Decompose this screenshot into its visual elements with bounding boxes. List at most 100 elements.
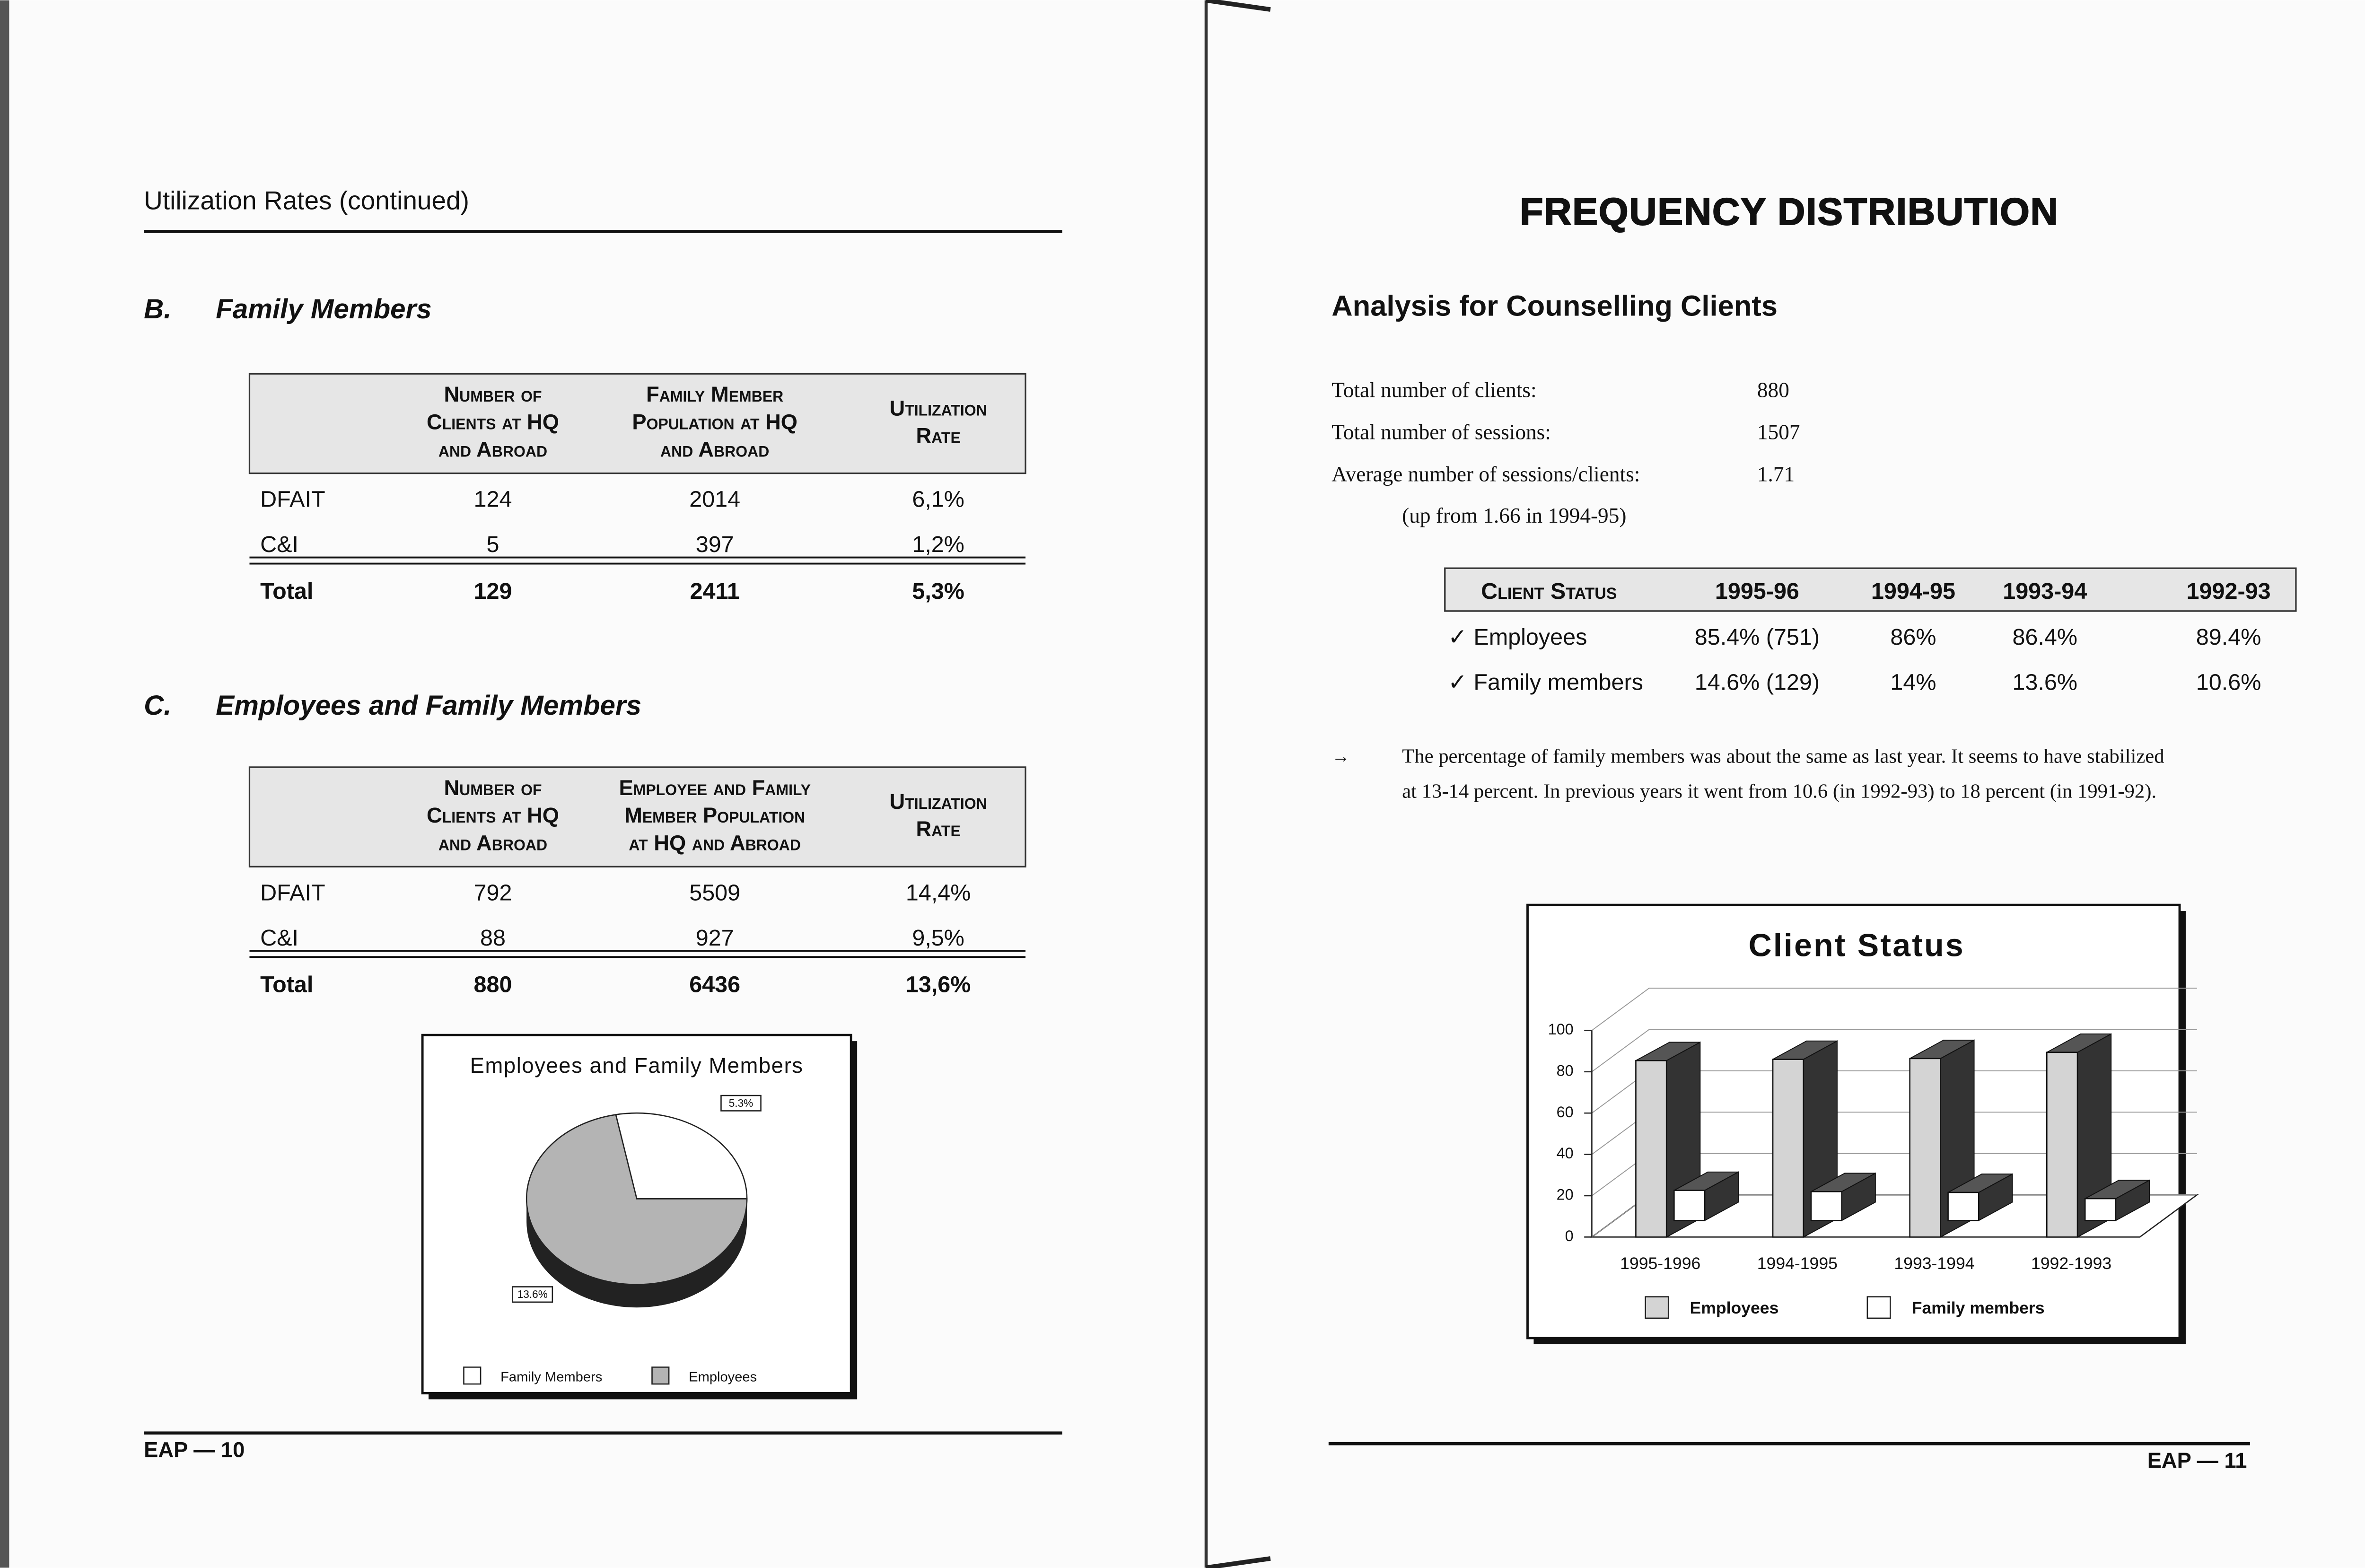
chart-title: Employees and Family Members [470, 1053, 804, 1077]
column-header: Client Status [1481, 578, 1617, 604]
stat-label: Total number of sessions: [1331, 420, 1551, 444]
scan-edge [0, 0, 9, 1568]
x-tick-label: 1993-1994 [1894, 1254, 1974, 1273]
legend-label: Family members [1912, 1298, 2045, 1317]
row-label: DFAIT [260, 487, 325, 512]
cell: 13,6% [906, 972, 971, 997]
bar [1947, 1191, 1980, 1221]
x-tick-label: 1995-1996 [1620, 1254, 1700, 1273]
section-letter: B. [144, 294, 171, 324]
section-title: Family Members [216, 294, 431, 324]
cell: 86% [1890, 624, 1936, 650]
column-header: Family Member [646, 382, 783, 406]
legend-label: Employees [1690, 1298, 1779, 1317]
cell: 89.4% [2196, 624, 2261, 650]
pie-chart: Employees and Family Members 5.3% 13.6% Fam… [463, 1053, 804, 1385]
grid-line [1591, 988, 2197, 1031]
bar [1673, 1190, 1706, 1221]
data-label: 5.3% [729, 1097, 753, 1109]
cell: 2411 [690, 578, 740, 604]
cell: 880 [474, 972, 512, 997]
cell: 88 [480, 925, 506, 951]
subtitle: Analysis for Counselling Clients [1331, 289, 1778, 322]
label-box [720, 1095, 762, 1112]
y-tick-label: 80 [1557, 1062, 1574, 1079]
spine-shadow [1206, 0, 1271, 12]
column-header: 1993-94 [2003, 578, 2087, 604]
note-marker: → [1331, 746, 1350, 766]
x-tick-label: 1994-1995 [1757, 1254, 1838, 1273]
cell: 124 [474, 487, 512, 512]
page-footer: EAP — 10 [144, 1437, 245, 1462]
y-tick-label: 40 [1557, 1145, 1574, 1162]
legend-swatch [1866, 1296, 1891, 1319]
column-header: and Abroad [438, 831, 547, 855]
pie-slice [526, 1114, 748, 1285]
row-label: Total [260, 972, 313, 997]
cell: 792 [474, 880, 512, 905]
cell: 129 [474, 578, 512, 604]
bar [2046, 1051, 2078, 1238]
column-header: Population at HQ [632, 410, 797, 434]
table: Number of Clients at HQ and Abroad Employee… [248, 766, 1026, 997]
bar-chart: Client Status 0 20 40 60 80 100 1995-1996 1994-1… [1548, 928, 2199, 1319]
stat-label: Total number of clients: [1331, 378, 1536, 402]
bar [2084, 1198, 2117, 1221]
stat-value: 1.71 [1757, 462, 1795, 486]
page-header: Utilization Rates (continued) [144, 185, 469, 215]
column-header: Number of [444, 382, 542, 406]
section-letter: C. [144, 690, 171, 721]
row-label: C&I [260, 925, 298, 951]
legend-swatch [1645, 1296, 1669, 1319]
y-tick-label: 0 [1565, 1227, 1574, 1244]
section-title: Employees and Family Members [216, 690, 641, 721]
cell: 5 [486, 532, 499, 557]
stat-label: Average number of sessions/clients: [1331, 462, 1640, 486]
cell: 10.6% [2196, 669, 2261, 695]
legend-swatch [651, 1367, 670, 1385]
page-footer: EAP — 11 [2147, 1448, 2247, 1472]
row-label: DFAIT [260, 880, 325, 905]
stats-note: (up from 1.66 in 1994-95) [1402, 504, 1626, 527]
column-header: Rate [916, 817, 960, 841]
column-header: at HQ and Abroad [629, 831, 801, 855]
cell: 1,2% [912, 532, 964, 557]
column-header: Utilization [889, 789, 987, 814]
column-header: Utilization [889, 396, 987, 420]
cell: 5,3% [912, 578, 964, 604]
bar [1635, 1060, 1667, 1238]
stat-value: 1507 [1757, 420, 1800, 444]
cell: 927 [696, 925, 734, 951]
cell: 5509 [689, 880, 740, 905]
column-header: 1995-96 [1715, 578, 1799, 604]
y-tick-label: 60 [1557, 1104, 1574, 1121]
column-header: Rate [916, 424, 960, 448]
bar [1772, 1059, 1804, 1238]
row-label: ✓ Employees [1448, 624, 1587, 650]
legend-label: Employees [689, 1370, 757, 1385]
table-header-bg [248, 766, 1026, 867]
cell: 13.6% [2012, 669, 2077, 695]
cell: 6436 [689, 972, 740, 997]
row-label: ✓ Family members [1448, 669, 1643, 695]
cell: 14,4% [906, 880, 971, 905]
column-header: Member Population [624, 803, 805, 827]
label-box [512, 1286, 553, 1303]
column-header: Number of [444, 776, 542, 800]
y-tick-label: 20 [1557, 1186, 1574, 1203]
table-header-bg [248, 373, 1026, 474]
table-header-bg [1444, 567, 2297, 612]
row-label: Total [260, 578, 313, 604]
pie-slice [615, 1112, 748, 1200]
column-header: Clients at HQ [427, 410, 559, 434]
x-tick-label: 1992-1993 [2031, 1254, 2111, 1273]
cell: 9,5% [912, 925, 964, 951]
stats: Total number of clients: 880 Total number … [1331, 378, 1800, 486]
cell: 14.6% (129) [1695, 669, 1820, 695]
cell: 2014 [689, 487, 740, 512]
legend-swatch [463, 1367, 482, 1385]
page-title: FREQUENCY DISTRIBUTION [1520, 191, 2058, 233]
column-header: 1994-95 [1871, 578, 1955, 604]
data-label: 13.6% [517, 1288, 548, 1300]
